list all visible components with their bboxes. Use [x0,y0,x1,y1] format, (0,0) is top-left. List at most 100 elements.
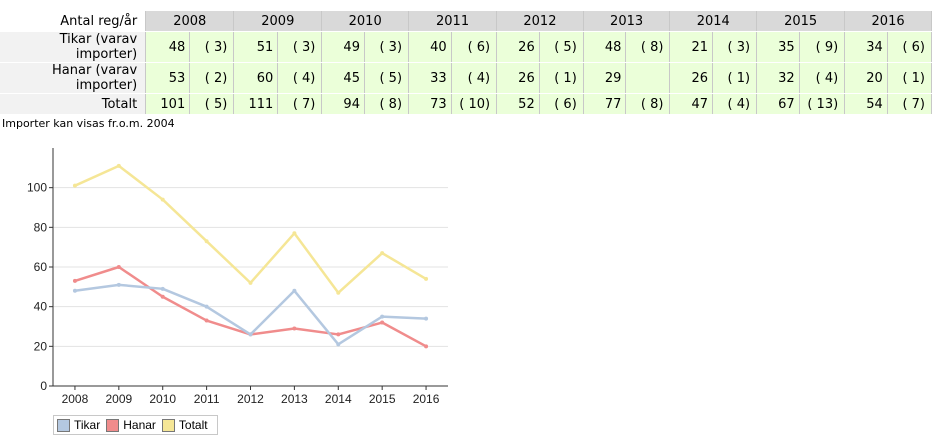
year-header: 2013 [583,11,671,32]
import-cell: ( 3) [277,31,323,63]
data-point-hanar [424,344,429,349]
x-tick-label: 2011 [194,392,220,406]
data-point-totalt [424,276,429,281]
import-cell: ( 4) [277,62,323,94]
count-cell: 53 [145,62,191,94]
import-cell: ( 3) [189,31,235,63]
legend-item-totalt: Totalt [161,418,208,432]
table-row: Totalt 101( 5) 111( 7) 94( 8) 73( 10) 52( 6) 7… [0,93,932,115]
header-label: Antal reg/år [0,11,147,32]
x-tick-label: 2015 [369,392,396,406]
data-point-totalt [292,231,297,236]
legend-label: Hanar [123,418,156,432]
count-cell: 21 [669,31,714,63]
data-point-totalt [116,163,121,168]
data-point-hanar [160,294,165,299]
data-point-totalt [160,197,165,202]
data-point-tikar [424,316,429,321]
import-cell: ( 4) [451,62,498,94]
y-tick-label: 100 [27,181,47,195]
import-cell: ( 5) [189,93,235,115]
import-cell: ( 2) [189,62,235,94]
count-cell: 29 [583,62,627,94]
import-cell: ( 1) [887,62,932,94]
import-cell: ( 8) [625,93,671,115]
import-note: Importer kan visas fr.o.m. 2004 [2,117,175,130]
y-tick-label: 40 [34,300,48,314]
import-cell: ( 4) [799,62,846,94]
import-cell: ( 8) [625,31,671,63]
legend-swatch [161,418,175,432]
data-point-hanar [380,320,385,325]
count-cell: 94 [321,93,365,115]
import-cell: ( 4) [712,93,758,115]
import-cell: ( 6) [451,31,498,63]
count-cell: 48 [145,31,191,63]
count-cell: 48 [583,31,627,63]
legend-item-tikar: Tikar [57,418,100,432]
count-cell: 73 [408,93,452,115]
import-cell: ( 7) [277,93,323,115]
year-header: 2015 [756,11,846,32]
y-tick-label: 60 [34,260,48,274]
data-point-tikar [248,332,253,337]
count-cell: 45 [321,62,365,94]
count-cell: 35 [756,31,800,63]
chart-legend: Tikar Hanar Totalt [53,415,218,435]
data-point-hanar [292,326,297,331]
count-cell: 26 [669,62,714,94]
row-label: Tikar (varav importer) [0,31,147,63]
stats-table: Antal reg/år 2008 2009 2010 2011 2012 2013 2014… [0,11,932,115]
legend-item-hanar: Hanar [106,418,156,432]
count-cell: 33 [408,62,452,94]
import-cell: ( 3) [364,31,410,63]
year-header: 2014 [669,11,758,32]
count-cell: 26 [496,31,540,63]
data-point-tikar [72,288,77,293]
table-header-row: Antal reg/år 2008 2009 2010 2011 2012 2013 2014… [0,11,932,32]
data-point-totalt [380,251,385,256]
count-cell: 49 [321,31,365,63]
y-tick-label: 80 [34,220,48,234]
count-cell: 60 [233,62,279,94]
count-cell: 20 [844,62,888,94]
year-header: 2008 [145,11,235,32]
x-tick-label: 2010 [149,392,176,406]
table-row: Tikar (varav importer) 48( 3) 51( 3) 49( 3)… [0,31,932,63]
import-cell: ( 8) [364,93,410,115]
data-point-totalt [204,239,209,244]
import-cell: ( 3) [712,31,758,63]
count-cell: 67 [756,93,800,115]
import-cell [625,62,671,94]
x-tick-label: 2016 [413,392,440,406]
legend-swatch [106,418,120,432]
year-header: 2009 [233,11,323,32]
count-cell: 32 [756,62,800,94]
data-point-tikar [380,314,385,319]
count-cell: 111 [233,93,279,115]
year-header: 2011 [408,11,498,32]
data-point-tikar [204,304,209,309]
import-cell: ( 9) [799,31,846,63]
import-cell: ( 1) [539,62,584,94]
count-cell: 77 [583,93,627,115]
count-cell: 54 [844,93,888,115]
count-cell: 101 [145,93,191,115]
data-point-hanar [336,332,341,337]
data-point-tikar [160,286,165,291]
import-cell: ( 7) [887,93,932,115]
data-point-totalt [72,183,77,188]
legend-swatch [57,418,70,432]
data-point-hanar [116,265,121,269]
x-tick-label: 2013 [281,392,308,406]
row-label: Hanar (varav importer) [0,62,147,94]
x-tick-label: 2009 [105,392,132,406]
x-tick-label: 2008 [62,392,89,406]
import-cell: ( 13) [799,93,846,115]
year-header: 2010 [321,11,410,32]
import-cell: ( 5) [539,31,584,63]
import-cell: ( 5) [364,62,410,94]
import-cell: ( 10) [451,93,498,115]
count-cell: 51 [233,31,279,63]
x-tick-label: 2012 [237,392,264,406]
